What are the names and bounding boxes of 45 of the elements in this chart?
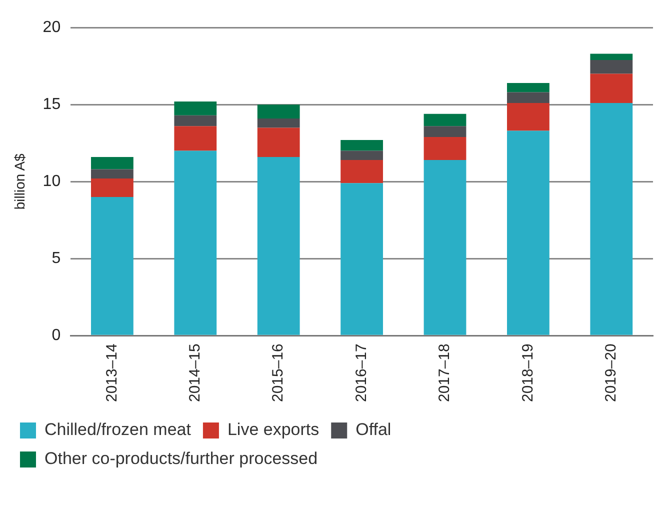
legend-label: Other co-products/further processed — [44, 449, 318, 468]
bar — [507, 103, 550, 131]
bar — [424, 136, 466, 160]
legend-label: Chilled/frozen meat — [44, 420, 192, 440]
bar — [174, 150, 217, 335]
x-tick-label: 2013–14 — [103, 344, 120, 402]
legend-label: Offal — [356, 420, 392, 440]
bar — [507, 92, 550, 104]
x-tick-label: 2017–18 — [436, 344, 454, 402]
bar — [340, 160, 383, 184]
bar — [257, 118, 300, 128]
bar — [91, 178, 134, 197]
bar — [174, 102, 217, 116]
bar — [257, 128, 300, 157]
bar — [257, 104, 300, 118]
x-tick-label: 2018–19 — [519, 344, 536, 402]
bar — [424, 160, 466, 335]
bar — [590, 74, 633, 104]
x-tick-label: 2015–16 — [270, 344, 287, 402]
bar — [424, 114, 466, 126]
bar — [91, 197, 134, 335]
bar — [174, 115, 217, 126]
bar — [340, 183, 383, 335]
x-tick-label: 2014–15 — [186, 344, 204, 402]
bar — [507, 130, 550, 335]
x-tick-label: 2016–17 — [352, 344, 370, 402]
bar — [340, 140, 383, 151]
x-tick-label: 2019–20 — [602, 344, 620, 402]
y-tick-label: 10 — [42, 173, 61, 190]
y-tick-label: 20 — [42, 19, 61, 36]
y-tick-label: 0 — [52, 327, 61, 344]
bar — [507, 83, 550, 92]
bar — [590, 54, 633, 60]
bar — [590, 60, 633, 74]
bar — [424, 126, 466, 137]
bar — [257, 156, 300, 335]
y-tick-label: 5 — [52, 250, 61, 268]
y-tick-label: 15 — [42, 96, 61, 114]
bar — [340, 150, 383, 160]
y-axis-title: billion A$ — [11, 153, 28, 210]
bar — [91, 156, 134, 170]
legend-label: Live exports — [227, 420, 320, 440]
bar — [174, 126, 217, 151]
bar — [590, 103, 633, 335]
bar — [91, 169, 134, 179]
